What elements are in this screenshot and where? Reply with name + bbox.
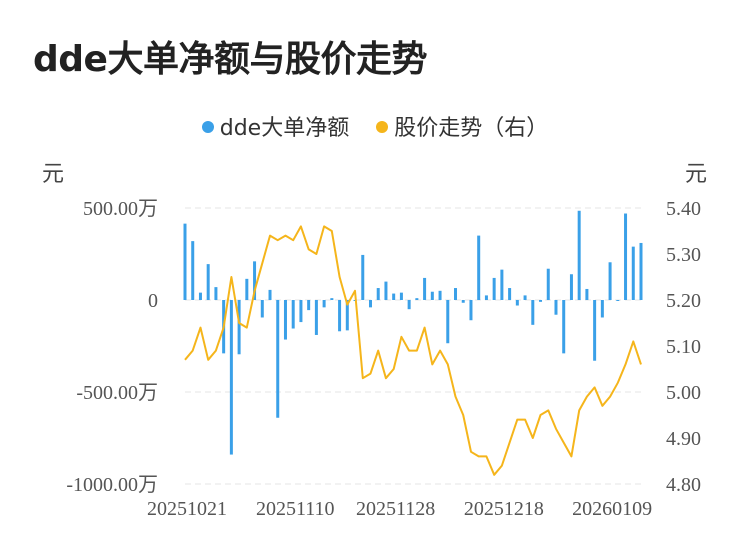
left-axis-tick-label: 0 — [148, 290, 158, 312]
dde-bar — [307, 300, 311, 311]
dde-bar — [477, 235, 481, 300]
dde-bar — [585, 288, 589, 300]
dde-bar — [484, 295, 488, 300]
dde-bar — [430, 291, 434, 300]
dde-bar — [268, 289, 272, 300]
dde-bar — [291, 300, 295, 329]
dde-bar — [639, 242, 643, 300]
dde-bar — [577, 210, 581, 300]
dde-bar — [361, 254, 365, 300]
right-axis-tick-label: 5.10 — [666, 336, 701, 358]
right-axis-tick-label: 5.20 — [666, 290, 701, 312]
dde-bar — [314, 300, 318, 335]
dde-bar — [183, 223, 187, 300]
chart-title: dde大单净额与股价走势 — [33, 39, 427, 80]
dde-bar — [392, 293, 396, 300]
dde-bar — [446, 300, 450, 344]
dde-bar — [399, 292, 403, 300]
dde-bar — [624, 213, 628, 300]
dde-bar — [546, 268, 550, 300]
dde-bar — [515, 300, 519, 306]
dde-bar — [523, 295, 527, 300]
dde-bar — [415, 298, 419, 300]
dde-bar — [253, 261, 257, 300]
dde-bar — [206, 264, 210, 300]
dde-bar — [283, 300, 287, 340]
left-axis-tick-label: 500.00万 — [83, 198, 158, 220]
x-axis-tick-label: 20251128 — [356, 498, 435, 520]
dde-bar — [508, 288, 512, 300]
dde-bar — [554, 300, 558, 315]
dde-bar — [384, 281, 388, 300]
legend-label-price: 股价走势（右） — [394, 116, 549, 141]
legend: dde大单净额 股价走势（右） — [0, 110, 750, 142]
x-axis-tick-label: 20251218 — [464, 498, 544, 520]
dde-bar — [469, 300, 473, 321]
dde-bar — [423, 277, 427, 300]
legend-item-price[interactable]: 股价走势（右） — [376, 110, 548, 142]
dde-bar — [276, 300, 280, 418]
dde-bar — [245, 278, 249, 300]
right-axis-tick-label: 4.90 — [666, 428, 701, 450]
dde-bar — [492, 277, 496, 300]
dde-bar — [461, 300, 465, 303]
left-axis-tick-label: -500.00万 — [76, 382, 158, 404]
x-axis-tick-label: 20251021 — [147, 498, 227, 520]
dde-bar — [330, 298, 334, 300]
dde-bar — [376, 288, 380, 300]
dde-bar — [539, 300, 543, 302]
dde-bar — [608, 262, 612, 300]
dde-bar — [500, 269, 504, 300]
dde-bar — [260, 300, 264, 318]
legend-item-dde[interactable]: dde大单净额 — [201, 110, 350, 142]
right-axis-tick-label: 5.40 — [666, 198, 701, 220]
dde-bar — [454, 288, 458, 300]
x-axis-tick-label: 20260109 — [572, 498, 652, 520]
dde-bar — [368, 300, 372, 308]
x-axis-tick-label: 20251110 — [256, 498, 335, 520]
dde-bar — [569, 274, 573, 300]
dde-bar — [198, 292, 202, 300]
dde-bar — [229, 300, 233, 455]
dde-bar — [322, 300, 326, 308]
dde-bar — [191, 241, 195, 300]
left-axis-unit: 元 — [42, 162, 65, 187]
right-axis-tick-label: 5.00 — [666, 382, 701, 404]
dde-bar — [616, 300, 620, 301]
legend-label-dde: dde大单净额 — [219, 116, 350, 141]
dde-bar — [631, 246, 635, 300]
dde-bar — [214, 287, 218, 300]
dde-bar — [593, 300, 597, 361]
right-axis-unit: 元 — [685, 162, 708, 187]
right-axis-tick-label: 5.30 — [666, 244, 701, 266]
price-line — [184, 225, 642, 476]
dde-bar — [562, 300, 566, 354]
dde-bar — [407, 300, 411, 310]
dde-bar — [345, 300, 349, 331]
dde-bar — [237, 300, 241, 355]
left-axis-tick-label: -1000.00万 — [66, 474, 158, 496]
dde-bar — [299, 300, 303, 323]
right-axis-tick-label: 4.80 — [666, 474, 701, 496]
legend-marker-price — [376, 121, 389, 133]
dde-bar — [438, 290, 442, 300]
legend-marker-dde — [201, 121, 214, 133]
dde-bar — [531, 300, 535, 325]
dde-bar — [338, 300, 342, 332]
dde-bar — [600, 300, 604, 318]
